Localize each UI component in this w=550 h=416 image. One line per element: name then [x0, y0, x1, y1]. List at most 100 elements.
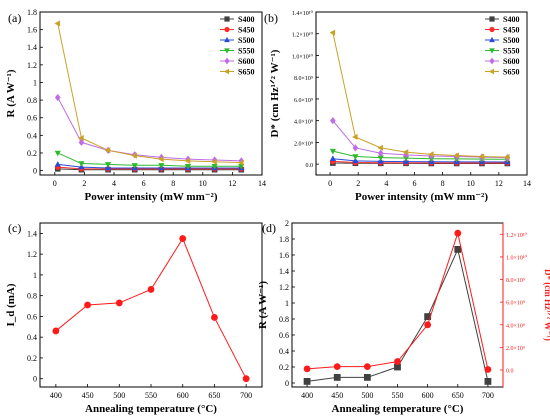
- panel-label: (b): [264, 11, 278, 25]
- data-point-s0: [147, 286, 155, 293]
- data-point-s5: [184, 157, 191, 164]
- data-point-s5: [237, 159, 244, 166]
- data-point-s1: [424, 321, 432, 329]
- x-tick-label: 2: [356, 179, 360, 188]
- x-tick-label: 6: [142, 179, 146, 188]
- y-tick-label: 1.2: [27, 250, 37, 259]
- y-tick-label: 0.4: [27, 131, 37, 140]
- data-point-s5: [377, 144, 383, 151]
- data-point-s3: [211, 163, 218, 170]
- x-axis-title: Power intensity (mW mm⁻²): [355, 191, 488, 203]
- x-tick-label: 12: [495, 179, 503, 188]
- data-point-s0: [454, 246, 462, 253]
- data-point-s5: [478, 153, 485, 160]
- series-line-1: [332, 160, 508, 164]
- y-tick-label: 0: [285, 379, 289, 388]
- data-point-s0: [303, 378, 311, 385]
- y-tick-label: 0.4: [279, 347, 289, 356]
- y-tick-label: 1.6: [279, 251, 289, 260]
- legend-marker: [489, 16, 495, 22]
- y-axis-title: R (A W⁻¹): [257, 281, 269, 329]
- series-line-4: [57, 97, 242, 162]
- x-tick-label: 0: [328, 179, 332, 188]
- x-axis-title: Annealing temperature (°C): [85, 403, 217, 415]
- data-point-s3: [329, 148, 336, 155]
- legend-label: S500: [503, 36, 519, 45]
- data-point-s5: [211, 158, 217, 165]
- x-tick-label: 8: [171, 179, 175, 188]
- x-tick-label: 550: [145, 391, 157, 400]
- panel-label: (c): [8, 221, 21, 235]
- y-tick-label: 1.4: [279, 267, 289, 276]
- legend-label: S550: [503, 47, 519, 56]
- legend-marker: [488, 68, 495, 75]
- y-tick-label: 1.2: [27, 61, 37, 70]
- legend-marker: [489, 26, 495, 33]
- data-point-s0: [84, 301, 91, 309]
- panel-3: (d) 400 450 500 550 600 650 700 0 0.2 0.4 0.6 0.8 1 1.…: [257, 219, 550, 415]
- y-tick-label: 1: [285, 299, 289, 308]
- data-point-s1: [454, 229, 462, 237]
- data-point-s3: [377, 155, 384, 161]
- plot-frame: [315, 11, 528, 176]
- y-axis-title: I_d (mA): [5, 283, 17, 326]
- series-line-1: [307, 231, 489, 370]
- data-point-s0: [211, 314, 218, 321]
- data-point-s0: [333, 374, 341, 381]
- series-line-0: [55, 237, 247, 379]
- y-right-tick-label: 6.0×10⁹: [506, 301, 525, 307]
- legend-marker: [224, 48, 230, 54]
- data-point-s5: [104, 147, 111, 154]
- series-line-2: [332, 158, 508, 163]
- legend-marker: [224, 57, 230, 65]
- y-tick-label: 1.8: [279, 235, 289, 244]
- x-axis-title: Power intensity (mW mm⁻²): [84, 191, 217, 203]
- data-point-s1: [363, 363, 371, 371]
- legend-marker: [224, 16, 230, 22]
- y-tick-label: 0: [33, 375, 37, 384]
- x-tick-label: 4: [112, 179, 116, 188]
- series-line-3: [57, 152, 242, 167]
- data-point-s5: [453, 152, 459, 159]
- legend-label: S450: [503, 26, 519, 35]
- data-point-s5: [503, 153, 510, 161]
- legend-label: S600: [503, 57, 519, 66]
- y-tick-label: 0.2: [27, 149, 37, 158]
- data-point-s3: [184, 163, 192, 170]
- legend-marker: [489, 57, 495, 65]
- legend-marker: [224, 26, 230, 33]
- data-point-s4: [352, 144, 359, 152]
- y-tick-label: 0.8: [27, 96, 37, 105]
- data-point-s5: [131, 152, 137, 159]
- data-point-s2: [352, 157, 359, 164]
- panel-label: (d): [262, 221, 276, 235]
- x-tick-label: 650: [208, 391, 220, 400]
- y-tick-label: 0.4: [27, 333, 37, 342]
- y-tick-label: 0.2: [27, 354, 37, 363]
- y-tick-label: 1.4: [27, 43, 37, 52]
- y-tick-label: 0.8: [27, 292, 37, 301]
- legend-marker: [223, 68, 230, 75]
- legend-label: S450: [238, 26, 254, 35]
- y-right-tick-label: 1.2×10¹⁰: [506, 232, 528, 239]
- y-tick-label: 4.0×10⁹: [294, 120, 313, 126]
- x-tick-label: 650: [452, 391, 464, 400]
- data-point-s4: [78, 138, 85, 147]
- y-tick-label: 2: [285, 219, 289, 228]
- data-point-s4: [54, 93, 61, 102]
- data-point-s3: [105, 162, 112, 168]
- y-tick-label: 0.6: [279, 331, 289, 340]
- x-tick-label: 10: [467, 179, 475, 188]
- x-tick-label: 14: [258, 179, 266, 188]
- legend-marker: [489, 48, 495, 54]
- x-tick-label: 4: [384, 179, 388, 188]
- data-point-s5: [352, 133, 358, 141]
- y-tick-label: 1.2: [279, 283, 289, 292]
- data-point-s3: [54, 150, 61, 157]
- y-tick-label: 2.0×10⁹: [294, 141, 313, 147]
- data-point-s3: [402, 155, 410, 162]
- x-tick-label: 400: [301, 391, 313, 400]
- y-axis-title: D* (cm Hz¹ᐟ² W⁻¹): [269, 49, 281, 137]
- data-point-s3: [131, 163, 138, 169]
